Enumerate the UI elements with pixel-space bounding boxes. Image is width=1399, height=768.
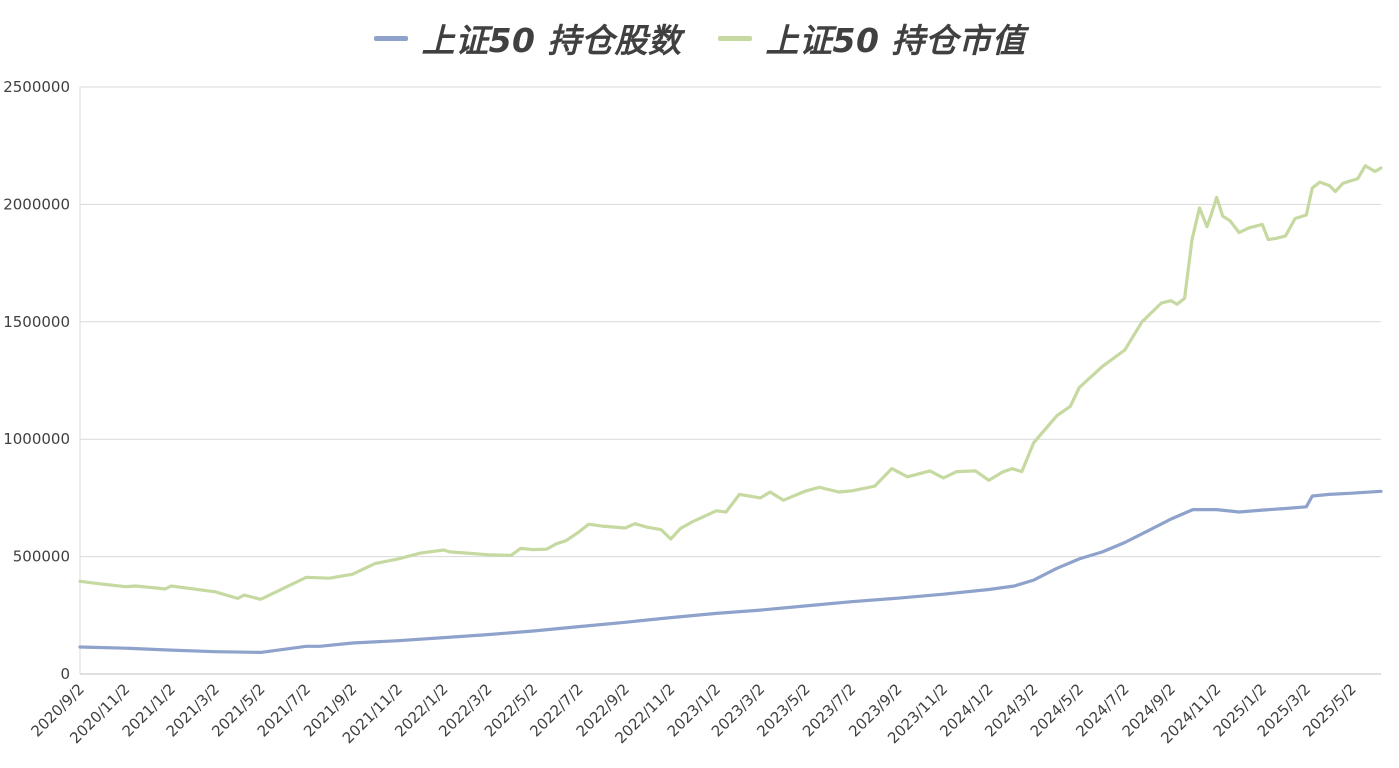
legend-label-value: 上证50 持仓市值	[765, 21, 1026, 60]
legend-swatch-value	[717, 35, 752, 41]
legend-label-shares: 上证50 持仓股数	[421, 21, 682, 60]
series-line-1	[78, 164, 1383, 601]
series-line-0	[78, 489, 1383, 654]
legend-swatch-shares	[373, 35, 408, 41]
y-tick-label-3: 1500000	[3, 313, 70, 331]
legend-item-shares: 上证50 持仓股数	[373, 14, 682, 62]
legend: 上证50 持仓股数 上证50 持仓市值	[0, 8, 1399, 68]
y-tick-label-2: 1000000	[3, 430, 70, 448]
y-tick-label-0: 0	[60, 665, 70, 683]
y-tick-label-5: 2500000	[3, 78, 70, 96]
y-tick-label-1: 500000	[13, 548, 70, 566]
legend-item-value: 上证50 持仓市值	[717, 14, 1026, 62]
y-tick-label-4: 2000000	[3, 195, 70, 213]
